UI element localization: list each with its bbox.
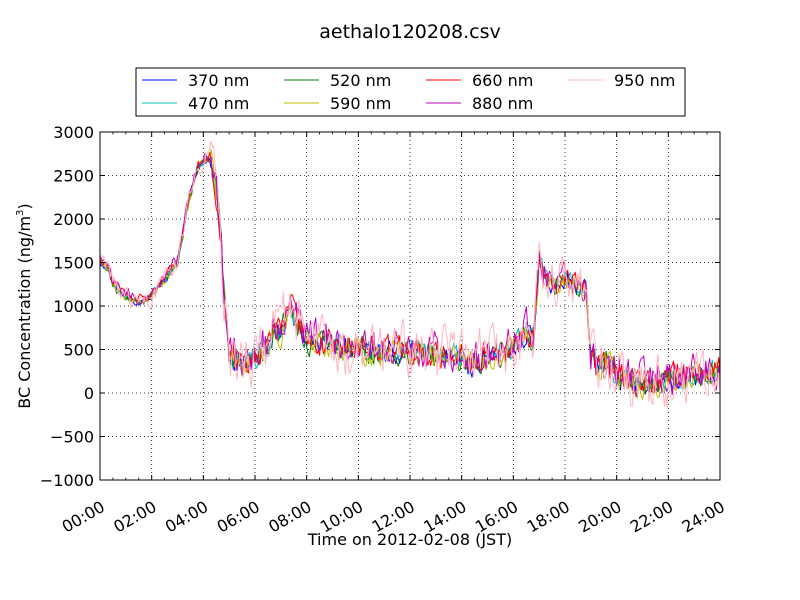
y-tick-label: 0 — [84, 384, 94, 403]
y-axis-label: BC Concentration (ng/m3) — [15, 203, 34, 408]
y-tick-label: −1000 — [40, 471, 94, 490]
y-axis-tick-labels: 3000 2500 2000 1500 1000 500 0 −500 −1000 — [40, 123, 94, 490]
y-axis-label-superscript: 3 — [15, 210, 26, 216]
legend-label: 880 nm — [472, 94, 533, 113]
series-lines — [99, 140, 721, 409]
y-tick-label: 2000 — [53, 210, 94, 229]
y-tick-label: −500 — [50, 428, 94, 447]
x-axis-label: Time on 2012-02-08 (JST) — [307, 530, 512, 549]
legend-items: 370 nm 470 nm 520 nm 590 nm 660 nm 880 nm 950 … — [142, 71, 675, 113]
y-axis-label-main: BC Concentration (ng/m — [15, 216, 34, 409]
y-tick-label: 2500 — [53, 167, 94, 186]
series-line-950-nm — [99, 140, 721, 409]
y-axis-label-close: ) — [15, 203, 34, 209]
grid-lines — [100, 132, 720, 480]
chart-title: aethalo120208.csv — [319, 21, 501, 43]
series-line-880-nm — [99, 153, 721, 398]
legend-box — [135, 67, 686, 117]
y-tick-label: 1000 — [53, 297, 94, 316]
legend: 370 nm 470 nm 520 nm 590 nm 660 nm 880 nm 950 … — [135, 67, 686, 117]
axis-ticks — [99, 131, 721, 481]
legend-label: 950 nm — [614, 71, 675, 90]
legend-label: 470 nm — [188, 94, 249, 113]
legend-label: 660 nm — [472, 71, 533, 90]
legend-label: 370 nm — [188, 71, 249, 90]
legend-label: 520 nm — [330, 71, 391, 90]
legend-label: 590 nm — [330, 94, 391, 113]
y-tick-label: 3000 — [53, 123, 94, 142]
y-tick-label: 1500 — [53, 254, 94, 273]
y-tick-label: 500 — [63, 341, 94, 360]
